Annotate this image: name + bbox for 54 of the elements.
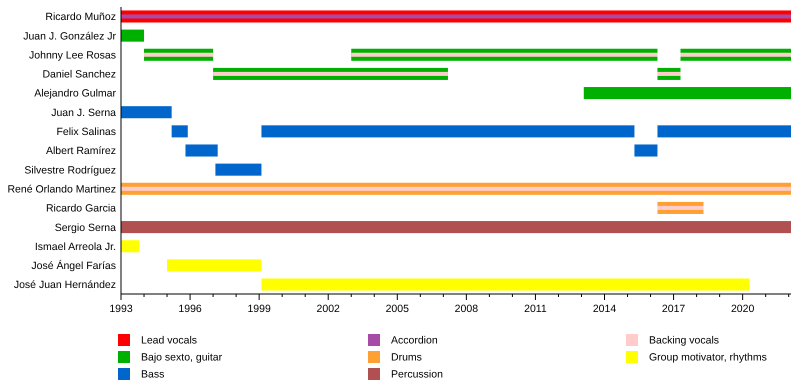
- y-tick-label: Ismael Arreola Jr.: [34, 240, 116, 253]
- bar: [657, 72, 680, 76]
- bar: [121, 240, 140, 252]
- y-tick-label: Silvestre Rodríguez: [24, 164, 116, 176]
- bar: [215, 164, 262, 176]
- legend-label: Backing vocals: [649, 334, 720, 347]
- legend-label: Bajo sexto, guitar: [141, 352, 223, 364]
- x-tick-label: 2017: [662, 303, 686, 315]
- bar: [657, 206, 704, 210]
- x-tick-label: 2020: [730, 303, 754, 315]
- y-tick-label: Felix Salinas: [56, 126, 116, 138]
- legend-label: Drums: [391, 352, 422, 364]
- y-tick-label: José Juan Hernández: [14, 279, 116, 292]
- bar: [172, 125, 188, 138]
- bar: [351, 52, 658, 57]
- x-tick-label: 2008: [454, 303, 478, 315]
- y-tick-label: Ricardo Garcia: [46, 202, 116, 215]
- y-tick-label: Johnny Lee Rosas: [29, 49, 116, 62]
- bar: [213, 72, 448, 76]
- y-tick-label: Daniel Sanchez: [42, 68, 116, 81]
- y-tick-label: Ricardo Muñoz: [45, 11, 116, 24]
- bar: [121, 221, 791, 234]
- bar: [121, 186, 791, 191]
- bar: [584, 87, 791, 100]
- x-tick-label: 1993: [109, 303, 133, 315]
- bar: [680, 52, 791, 57]
- x-tick-label: 1999: [247, 303, 271, 315]
- legend-label: Group motivator, rhythms: [649, 352, 767, 364]
- x-tick-label: 2002: [316, 303, 340, 315]
- y-tick-label: René Orlando Martinez: [7, 183, 116, 196]
- legend-label: Lead vocals: [141, 334, 198, 347]
- y-tick-label: Juan J. Serna: [51, 106, 116, 119]
- x-tick-label: 2011: [524, 303, 547, 315]
- bar: [657, 125, 791, 138]
- bar: [121, 106, 172, 118]
- bar: [185, 144, 218, 157]
- y-tick-label: Alejandro Gulmar: [34, 88, 117, 100]
- bar: [121, 14, 791, 18]
- y-tick-label: Albert Ramírez: [46, 145, 116, 158]
- y-tick-label: Juan J. González Jr: [23, 30, 116, 42]
- bar: [144, 52, 214, 57]
- bar: [167, 259, 262, 272]
- legend-label: Accordion: [391, 334, 438, 347]
- bar: [634, 144, 658, 157]
- legend-label: Percussion: [391, 368, 444, 381]
- x-tick-label: 1996: [178, 303, 202, 315]
- x-tick-label: 2005: [386, 303, 410, 315]
- bar: [121, 30, 144, 42]
- x-tick-label: 2014: [592, 303, 616, 315]
- bar: [261, 278, 750, 291]
- legend-label: Bass: [141, 368, 164, 381]
- y-tick-label: Sergio Serna: [54, 222, 116, 234]
- bar: [261, 125, 634, 138]
- y-tick-label: José Ángel Farías: [31, 259, 116, 272]
